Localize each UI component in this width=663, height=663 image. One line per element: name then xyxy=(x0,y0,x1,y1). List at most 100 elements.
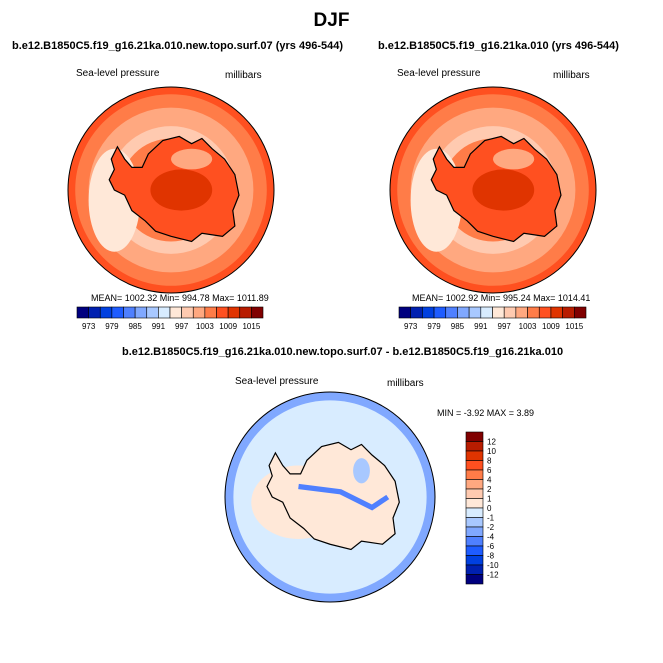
colorbar-3-box xyxy=(465,441,484,452)
colorbar-2-box xyxy=(503,306,517,319)
colorbar-tick-label: -8 xyxy=(487,552,495,561)
colorbar-tick-label: 997 xyxy=(175,322,189,331)
colorbar-2-box xyxy=(538,306,552,319)
colorbar-tick-label: 973 xyxy=(404,322,418,331)
colorbar-3-box xyxy=(465,450,484,461)
polar-map-1 xyxy=(67,86,275,294)
colorbar-3-box xyxy=(465,564,484,575)
colorbar-tick-label: -1 xyxy=(487,514,495,523)
colorbar-2-box xyxy=(492,306,505,319)
coastline xyxy=(108,135,240,243)
colorbar-tick-label: 973 xyxy=(82,322,96,331)
colorbar-2-box xyxy=(398,306,411,319)
colorbar-2-box xyxy=(527,306,540,319)
panel3-units: millibars xyxy=(387,378,424,389)
map-border xyxy=(224,391,436,603)
colorbar-tick-label: 10 xyxy=(487,447,496,456)
colorbar-3-box xyxy=(465,574,484,585)
colorbar-tick-label: 12 xyxy=(487,438,496,447)
colorbar-2-box xyxy=(515,306,528,319)
colorbar-1-box xyxy=(134,306,148,319)
colorbar-tick-label: 1015 xyxy=(242,322,260,331)
colorbar-tick-label: 1009 xyxy=(219,322,237,331)
colorbar-tick-label: -10 xyxy=(487,561,499,570)
colorbar-2-box xyxy=(445,306,458,319)
colorbar-1-box xyxy=(76,306,89,319)
colorbar-3-box xyxy=(465,507,484,518)
coastline xyxy=(266,441,400,551)
colorbar-tick-label: 1 xyxy=(487,495,492,504)
panel3-subtitle: b.e12.B1850C5.f19_g16.21ka.010.new.topo.… xyxy=(122,346,564,358)
colorbar-3-box xyxy=(465,479,484,490)
panel3-stats: MIN = -3.92 MAX = 3.89 xyxy=(437,408,535,418)
colorbar-tick-label: -4 xyxy=(487,533,495,542)
colorbar-tick-label: -12 xyxy=(487,571,499,580)
colorbar-3-box xyxy=(465,498,484,509)
colorbar-tick-label: 1003 xyxy=(196,322,214,331)
colorbar-2-box xyxy=(574,306,587,319)
colorbar-tick-label: 985 xyxy=(451,322,465,331)
contour-band xyxy=(171,148,213,170)
map-border xyxy=(67,86,275,294)
colorbar-tick-label: 985 xyxy=(128,322,142,331)
colorbar-2-box xyxy=(468,306,482,319)
colorbar-tick-label: 979 xyxy=(427,322,441,331)
polar-map-2 xyxy=(389,86,597,294)
colorbar-tick-label: 1015 xyxy=(565,322,583,331)
contour-band xyxy=(150,169,213,211)
figure-title: DJF xyxy=(313,10,350,31)
map-border xyxy=(389,86,597,294)
colorbar-1-box xyxy=(158,306,171,319)
colorbar-tick-label: 979 xyxy=(105,322,119,331)
colorbar-1-box xyxy=(111,306,124,319)
colorbar-2-box xyxy=(422,306,435,319)
colorbar-tick-label: -6 xyxy=(487,542,495,551)
colorbar-1-box xyxy=(204,306,217,319)
panel2-stats: MEAN= 1002.92 Min= 995.24 Max= 1014.41 xyxy=(412,293,591,303)
colorbar-3-box xyxy=(465,536,484,547)
colorbar-tick-label: 1009 xyxy=(542,322,560,331)
colorbar-2-box xyxy=(410,306,423,319)
contour-band xyxy=(298,483,390,511)
colorbar-tick-label: 991 xyxy=(152,322,166,331)
colorbar-tick-label: 997 xyxy=(498,322,512,331)
colorbar-1-box xyxy=(123,306,136,319)
panel2-units: millibars xyxy=(553,70,590,81)
colorbar-3-box xyxy=(465,469,484,480)
colorbar-3-box xyxy=(465,431,484,442)
colorbar-tick-label: 0 xyxy=(487,504,492,513)
contour-band xyxy=(353,458,370,484)
colorbar-3-box xyxy=(465,517,484,528)
colorbar-3-box xyxy=(465,526,484,537)
colorbar-tick-label: 4 xyxy=(487,476,492,485)
panel3-variable: Sea-level pressure xyxy=(235,376,319,387)
colorbar-3-box xyxy=(465,488,484,499)
colorbar-1-box xyxy=(227,306,241,319)
panel1-variable: Sea-level pressure xyxy=(76,68,160,79)
colorbar-1-box xyxy=(146,306,159,319)
colorbar-tick-label: 991 xyxy=(474,322,488,331)
colorbar-1-box xyxy=(99,306,113,319)
colorbar-1-box xyxy=(192,306,206,319)
panel1-units: millibars xyxy=(225,70,262,81)
contour-band xyxy=(472,169,535,211)
colorbar-2-box xyxy=(480,306,493,319)
colorbar-3-box xyxy=(465,545,484,556)
colorbar-1-box xyxy=(181,306,194,319)
panel1-stats: MEAN= 1002.32 Min= 994.78 Max= 1011.89 xyxy=(91,293,269,303)
polar-map-3 xyxy=(224,391,436,603)
contour-band xyxy=(492,148,535,170)
colorbar-1-box xyxy=(88,306,101,319)
colorbar-tick-label: 2 xyxy=(487,485,492,494)
colorbar-2-box xyxy=(562,306,575,319)
panel2-variable: Sea-level pressure xyxy=(397,68,481,79)
colorbar-1-box xyxy=(169,306,182,319)
colorbar-tick-label: 1003 xyxy=(519,322,537,331)
panel2-subtitle: b.e12.B1850C5.f19_g16.21ka.010 (yrs 496-… xyxy=(378,40,619,52)
coastline xyxy=(430,135,562,243)
colorbar-1-box xyxy=(239,306,252,319)
colorbar-tick-label: 8 xyxy=(487,457,492,466)
colorbar-tick-label: 6 xyxy=(487,466,492,475)
